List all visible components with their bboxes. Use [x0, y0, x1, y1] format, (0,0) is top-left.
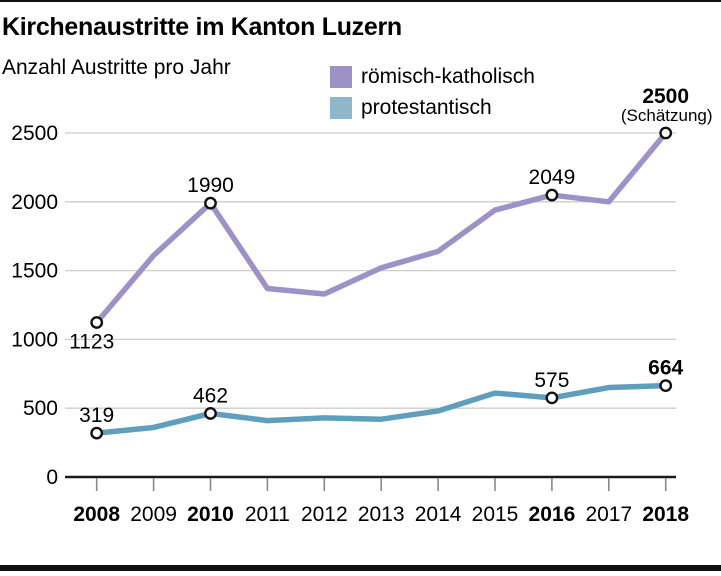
- legend-swatch-protestantisch: [330, 97, 352, 119]
- marker-roemisch-katholisch-2018: [659, 126, 673, 140]
- x-tick-label-2008: 2008: [73, 503, 120, 526]
- marker-roemisch-katholisch-2008: [90, 316, 104, 329]
- data-label-protestantisch-2018: 664: [648, 357, 683, 380]
- y-tick-label-500: 500: [23, 397, 58, 420]
- marker-roemisch-katholisch-2016: [545, 188, 559, 202]
- legend-label-katholisch: römisch-katholisch: [361, 65, 535, 88]
- legend-item-katholisch: römisch-katholisch: [330, 66, 535, 88]
- data-label-protestantisch-2016: 575: [534, 369, 569, 392]
- y-tick-label-1000: 1000: [11, 328, 58, 351]
- x-tick-label-2013: 2013: [358, 503, 405, 526]
- series-line-protestantisch: [93, 382, 669, 436]
- y-tick-label-2000: 2000: [11, 191, 58, 214]
- y-tick-label-0: 0: [46, 466, 58, 489]
- data-label-note-roemisch-katholisch-2018: (Schätzung): [621, 106, 713, 125]
- marker-protestantisch-2016: [545, 391, 559, 405]
- marker-protestantisch-2008: [90, 426, 104, 440]
- marker-roemisch-katholisch-2010: [204, 196, 217, 210]
- x-tick-label-2011: 2011: [245, 503, 290, 526]
- data-label-roemisch-katholisch-2008: 1123: [69, 330, 114, 353]
- data-label-protestantisch-2010: 462: [193, 384, 228, 407]
- series-line-roemisch-katholisch: [93, 130, 669, 326]
- legend-label-protestantisch: protestantisch: [361, 96, 492, 119]
- bottom-rule: [0, 565, 721, 571]
- x-tick-label-2018: 2018: [642, 503, 689, 526]
- legend-swatch-katholisch: [330, 66, 352, 88]
- x-tick-label-2015: 2015: [472, 503, 519, 526]
- y-tick-label-1500: 1500: [11, 260, 58, 283]
- y-tick-label-2500: 2500: [11, 122, 58, 145]
- top-rule: [0, 0, 721, 2]
- x-tick-label-2017: 2017: [585, 503, 632, 526]
- chart-subtitle: Anzahl Austritte pro Jahr: [2, 56, 231, 79]
- marker-protestantisch-2018: [659, 379, 673, 393]
- x-tick-label-2009: 2009: [130, 503, 177, 526]
- x-tick-label-2012: 2012: [301, 503, 348, 526]
- data-label-protestantisch-2008: 319: [79, 404, 114, 427]
- data-label-roemisch-katholisch-2010: 1990: [187, 174, 234, 197]
- legend: römisch-katholisch protestantisch: [330, 66, 535, 128]
- chart-title: Kirchenaustritte im Kanton Luzern: [2, 13, 402, 41]
- x-tick-label-2010: 2010: [187, 503, 234, 526]
- legend-item-protestantisch: protestantisch: [330, 97, 535, 119]
- x-tick-label-2014: 2014: [415, 503, 462, 526]
- x-tick-label-2016: 2016: [529, 503, 576, 526]
- data-label-roemisch-katholisch-2016: 2049: [529, 166, 576, 189]
- data-label-roemisch-katholisch-2018: 2500: [642, 85, 689, 108]
- marker-protestantisch-2010: [204, 407, 217, 420]
